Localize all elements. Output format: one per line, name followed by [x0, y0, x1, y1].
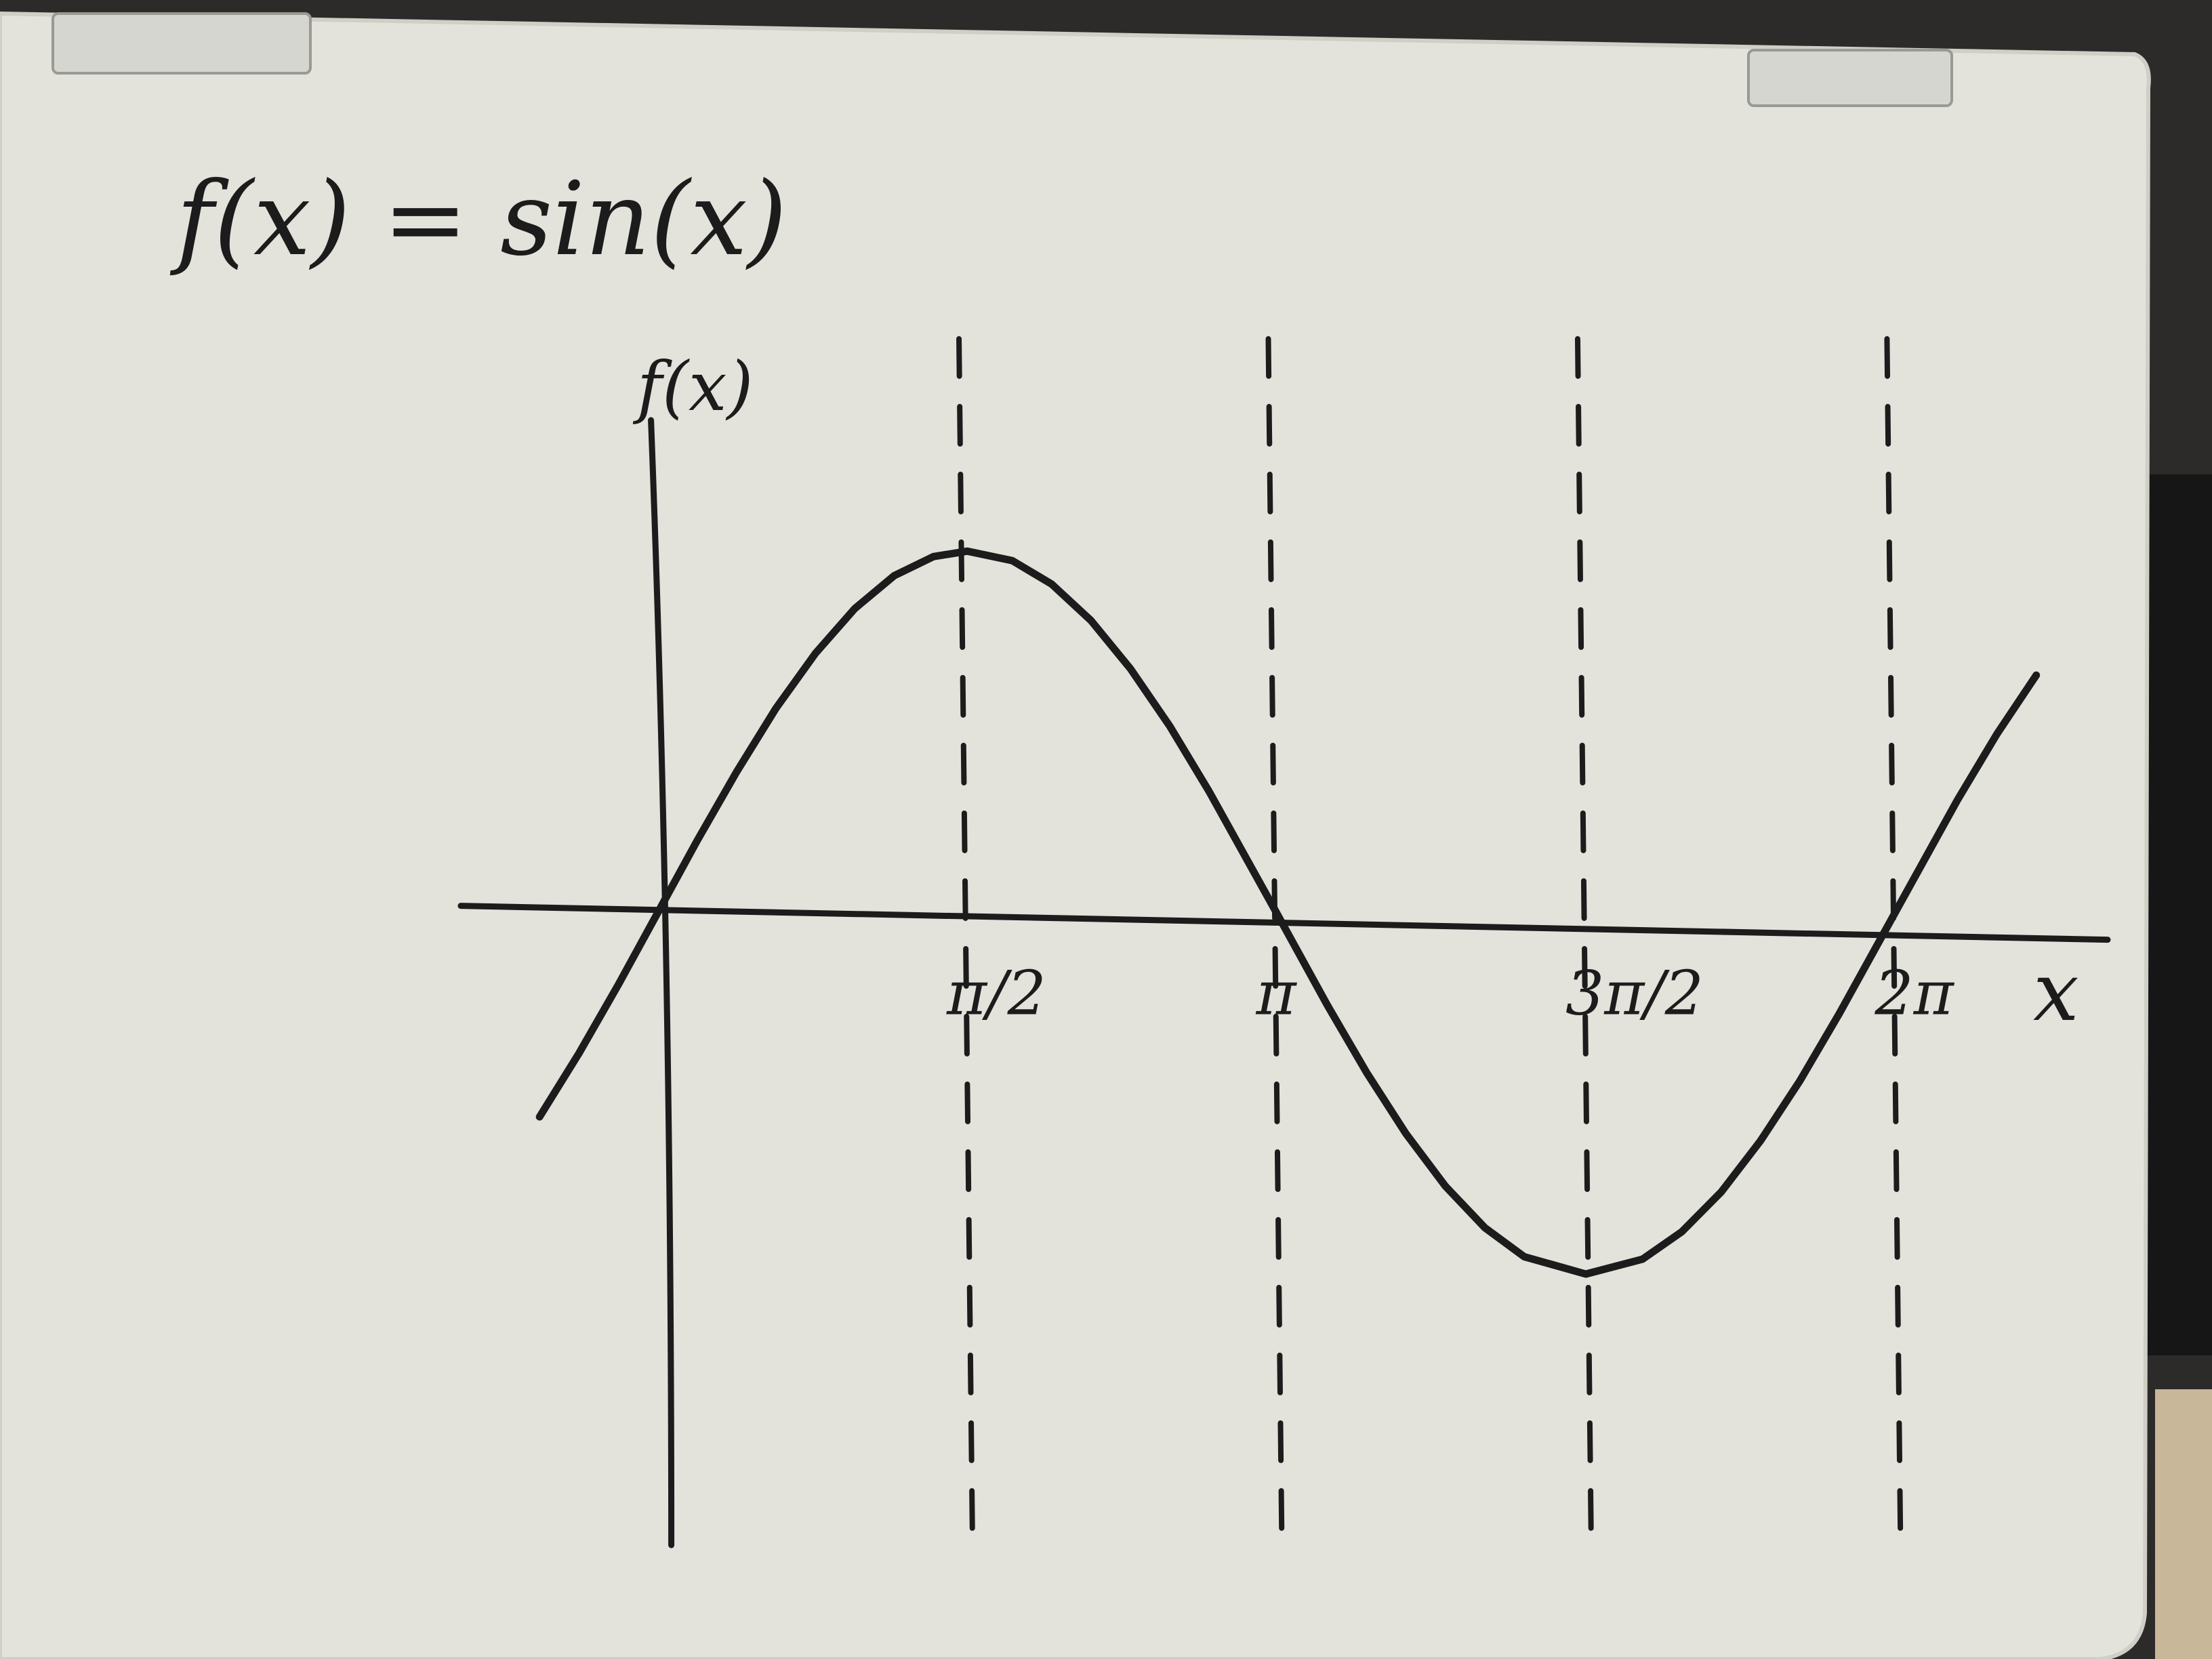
tick-label-1: π — [1256, 958, 1298, 1029]
guide-line-1 — [1265, 336, 1285, 1548]
tick-label-3: 2π — [1874, 958, 1954, 1029]
tick-label-0: π/2 — [946, 958, 1046, 1029]
tick-labels: π/2 π 3π/2 2π — [946, 958, 1955, 1029]
desk-surface — [2155, 1389, 2212, 1659]
plot-area — [535, 547, 2041, 1278]
y-axis-line — [648, 417, 675, 1549]
whiteboard — [0, 11, 2151, 1659]
vertical-guides — [956, 336, 1904, 1548]
guide-line-2 — [1574, 336, 1594, 1548]
guide-line-3 — [1884, 336, 1904, 1548]
tick-label-2: 3π/2 — [1565, 958, 1704, 1029]
y-axis-label: f(x) — [632, 347, 753, 426]
chart-title: f(x) = sin(x) — [169, 161, 787, 279]
x-axis-label: x — [2033, 945, 2079, 1040]
board-clip-left — [52, 12, 312, 75]
guide-line-0 — [956, 336, 976, 1548]
sine-curve — [535, 547, 2041, 1278]
board-clip-right — [1747, 49, 1953, 107]
